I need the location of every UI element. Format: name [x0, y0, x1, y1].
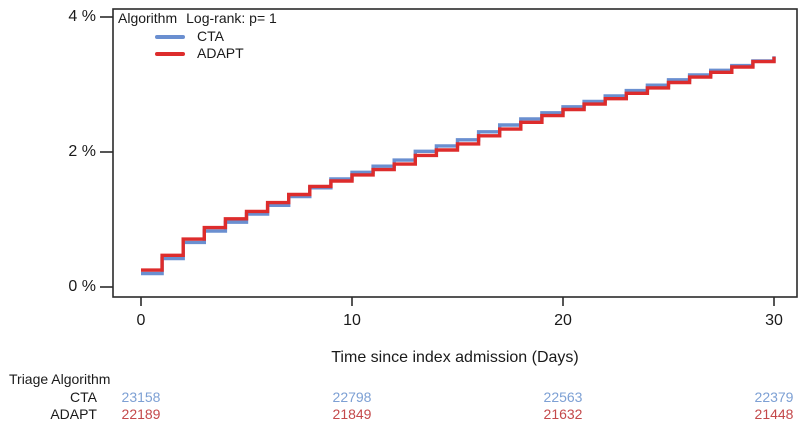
legend-header: Algorithm Log-rank: p= 1 [118, 11, 277, 26]
legend-entry-adapt: ADAPT [155, 46, 277, 61]
risk-count-cta-day10: 22798 [332, 389, 372, 405]
legend-label-adapt: ADAPT [197, 45, 244, 61]
y-tick-label-0pct: 0 % [68, 278, 96, 295]
legend-label-cta: CTA [197, 28, 224, 44]
legend-title: Algorithm [118, 10, 178, 26]
risk-count-cta-day20: 22563 [543, 389, 583, 405]
risk-row-label-adapt: ADAPT [50, 406, 97, 422]
legend-entry-cta: CTA [155, 29, 277, 44]
logrank-text: Log-rank: p= 1 [186, 10, 277, 26]
x-tick-label-10: 10 [343, 312, 361, 329]
cta-line-swatch-icon [155, 34, 185, 39]
y-tick-label-4pct: 4 % [68, 8, 96, 25]
adapt-line-swatch-icon [155, 51, 185, 56]
x-tick-label-0: 0 [136, 312, 146, 329]
risk-row-label-cta: CTA [70, 389, 97, 405]
curve-cta [141, 56, 776, 276]
x-tick-label-30: 30 [765, 312, 783, 329]
risk-count-adapt-day0: 22189 [121, 406, 161, 422]
risk-count-cta-day0: 23158 [121, 389, 161, 405]
x-axis-title: Time since index admission (Days) [331, 349, 579, 366]
x-tick-label-20: 20 [554, 312, 572, 329]
legend: Algorithm Log-rank: p= 1 CTA ADAPT [118, 11, 277, 63]
risk-count-cta-day30: 22379 [754, 389, 794, 405]
risk-count-adapt-day30: 21448 [754, 406, 794, 422]
curve-adapt [141, 56, 776, 272]
risk-count-adapt-day10: 21849 [332, 406, 372, 422]
risk-count-adapt-day20: 21632 [543, 406, 583, 422]
risk-table-title: Triage Algorithm [9, 371, 111, 387]
y-tick-label-2pct: 2 % [68, 143, 96, 160]
